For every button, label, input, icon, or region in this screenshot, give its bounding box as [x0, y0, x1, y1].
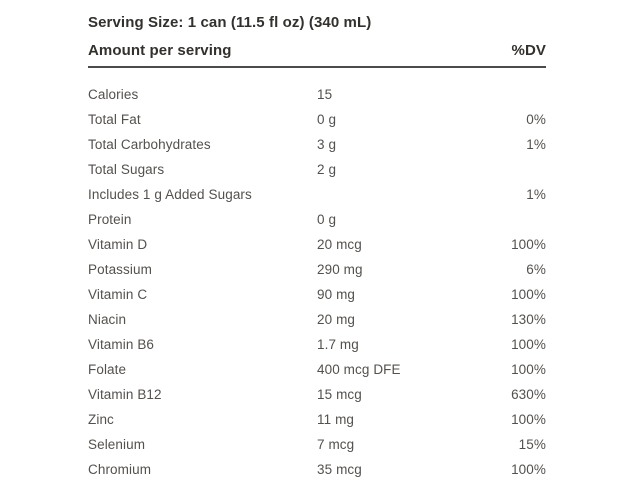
nutrition-row: Zinc 11 mg 100% [88, 407, 546, 432]
row-label: Folate [88, 362, 127, 377]
row-amount: 7 mcg [317, 437, 355, 452]
nutrition-row: Niacin 20 mg 130% [88, 307, 546, 332]
nutrition-row: Folate 400 mcg DFE 100% [88, 357, 546, 382]
nutrition-table: Calories 15 Total Fat 0 g 0% Total Carbohydra… [88, 82, 546, 482]
nutrition-row: Vitamin B6 1.7 mg 100% [88, 332, 546, 357]
row-amount: 15 mcg [317, 387, 362, 402]
header-rule [88, 66, 546, 68]
row-amount: 20 mcg [317, 237, 362, 252]
nutrition-row: Protein 0 g [88, 207, 546, 232]
row-amount: 2 g [317, 162, 337, 177]
row-dv: 15% [518, 437, 546, 452]
nutrition-row: Total Fat 0 g 0% [88, 107, 546, 132]
nutrition-row: Calories 15 [88, 82, 546, 107]
row-amount: 20 mg [317, 312, 356, 327]
nutrition-row: Vitamin B12 15 mcg 630% [88, 382, 546, 407]
nutrition-row: Vitamin D 20 mcg 100% [88, 232, 546, 257]
row-amount: 11 mg [317, 412, 355, 427]
row-label: Total Fat [88, 112, 141, 127]
row-label: Niacin [88, 312, 127, 327]
row-label: Zinc [88, 412, 114, 427]
row-label: Vitamin B12 [88, 387, 162, 402]
row-label: Includes 1 g Added Sugars [88, 187, 252, 202]
row-dv: 100% [511, 462, 546, 477]
table-header: Amount per serving %DV [88, 41, 546, 60]
nutrition-panel: Serving Size: 1 can (11.5 fl oz) (340 mL… [88, 0, 546, 482]
row-label: Vitamin C [88, 287, 148, 302]
row-label: Selenium [88, 437, 146, 452]
row-label: Protein [88, 212, 132, 227]
row-dv: 100% [511, 337, 546, 352]
row-dv: 1% [526, 187, 546, 202]
row-dv: 6% [526, 262, 546, 277]
row-amount: 35 mcg [317, 462, 362, 477]
row-label: Total Sugars [88, 162, 165, 177]
row-amount: 15 [317, 87, 333, 102]
nutrition-row: Vitamin C 90 mg 100% [88, 282, 546, 307]
row-dv: 0% [526, 112, 546, 127]
row-label: Calories [88, 87, 139, 102]
row-amount: 0 g [317, 212, 337, 227]
row-amount: 1.7 mg [317, 337, 359, 352]
dv-header: %DV [511, 42, 546, 59]
row-amount: 0 g [317, 112, 337, 127]
row-label: Vitamin D [88, 237, 148, 252]
nutrition-row: Includes 1 g Added Sugars 1% [88, 182, 546, 207]
row-dv: 630% [511, 387, 546, 402]
nutrition-row: Selenium 7 mcg 15% [88, 432, 546, 457]
serving-size-text: Serving Size: 1 can (11.5 fl oz) (340 mL… [88, 14, 372, 31]
nutrition-row: Total Sugars 2 g [88, 157, 546, 182]
row-dv: 100% [511, 237, 546, 252]
row-amount: 290 mg [317, 262, 363, 277]
row-label: Vitamin B6 [88, 337, 155, 352]
row-dv: 100% [511, 362, 546, 377]
row-amount: 3 g [317, 137, 337, 152]
row-dv: 100% [511, 287, 546, 302]
row-amount: 400 mcg DFE [317, 362, 401, 377]
row-label: Chromium [88, 462, 152, 477]
nutrition-row: Total Carbohydrates 3 g 1% [88, 132, 546, 157]
row-label: Potassium [88, 262, 152, 277]
row-label: Total Carbohydrates [88, 137, 211, 152]
nutrition-row: Potassium 290 mg 6% [88, 257, 546, 282]
row-dv: 1% [526, 137, 546, 152]
row-dv: 130% [511, 312, 546, 327]
row-amount: 90 mg [317, 287, 356, 302]
nutrition-row: Chromium 35 mcg 100% [88, 457, 546, 482]
row-dv: 100% [511, 412, 546, 427]
amount-per-serving-header: Amount per serving [88, 42, 232, 59]
